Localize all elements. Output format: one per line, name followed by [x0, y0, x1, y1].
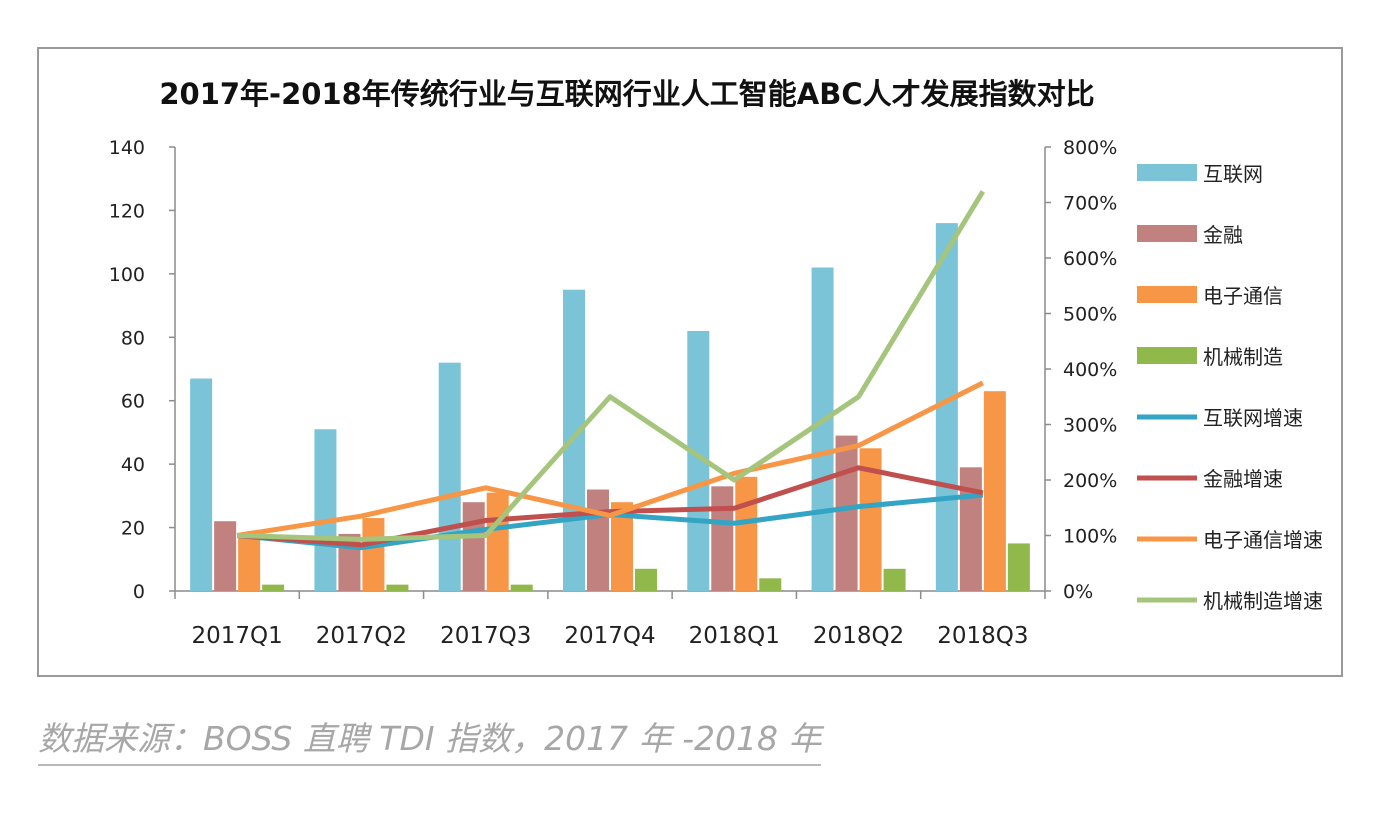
legend-label: 金融增速: [1203, 467, 1283, 491]
y-right-tick-label: 800%: [1063, 137, 1117, 159]
legend-label: 机械制造增速: [1203, 589, 1323, 613]
bar: [587, 489, 609, 591]
y-right-tick-label: 600%: [1063, 248, 1117, 270]
y-right-tick-label: 500%: [1063, 304, 1117, 326]
x-tick-label: 2017Q1: [192, 623, 283, 649]
bar: [190, 378, 213, 591]
x-tick-label: 2018Q1: [689, 623, 780, 649]
legend-swatch: [1137, 225, 1197, 242]
y-right-tick-label: 100%: [1063, 526, 1117, 548]
y-left-tick-label: 100: [109, 264, 145, 286]
chart-frame: 2017年-2018年传统行业与互联网行业人工智能ABC人才发展指数对比 0 20…: [37, 47, 1343, 677]
x-tick-label: 2018Q3: [937, 623, 1028, 649]
y-left-tick-label: 0: [133, 581, 145, 603]
bar: [859, 448, 882, 591]
bar: [883, 568, 906, 591]
legend-swatch: [1137, 286, 1197, 303]
bar: [438, 362, 461, 591]
bar: [687, 330, 710, 591]
x-tick-label: 2017Q3: [440, 623, 531, 649]
x-tick-label: 2017Q4: [564, 623, 655, 649]
source-note: 数据来源：BOSS 直聘 TDI 指数，2017 年 -2018 年: [38, 712, 822, 766]
series-line: [236, 380, 984, 538]
y-left-tick-label: 80: [121, 327, 145, 349]
bar: [711, 486, 734, 591]
y-left-tick-label: 120: [109, 200, 145, 222]
bar: [486, 492, 509, 591]
series-line: [237, 190, 985, 542]
y-left-tick-label: 20: [121, 518, 145, 540]
bar: [811, 267, 834, 591]
bar: [214, 521, 237, 591]
bar: [314, 429, 337, 591]
bar: [510, 584, 533, 591]
bar: [611, 502, 633, 591]
legend-label: 电子通信: [1203, 284, 1283, 308]
y-right-tick-label: 700%: [1063, 193, 1117, 215]
legend-swatch: [1137, 164, 1197, 181]
bar: [1007, 543, 1030, 591]
legend-swatch: [1137, 347, 1197, 364]
bar: [262, 584, 285, 591]
bar: [835, 435, 858, 591]
legend-label: 金融: [1203, 223, 1243, 247]
bar: [386, 584, 409, 591]
y-right-tick-label: 200%: [1063, 470, 1117, 492]
bar: [635, 568, 657, 591]
y-left-tick-label: 60: [121, 391, 145, 413]
series-line: [236, 465, 984, 548]
y-left-tick-label: 40: [121, 454, 145, 476]
chart-svg: 2017年-2018年传统行业与互联网行业人工智能ABC人才发展指数对比 0 20…: [109, 77, 1323, 649]
bar: [238, 537, 261, 591]
bar: [735, 476, 758, 591]
bar: [462, 502, 485, 591]
bar: [362, 518, 385, 591]
y-right-tick-label: 0%: [1063, 581, 1093, 603]
legend-label: 互联网: [1203, 162, 1263, 186]
y-right-tick-label: 400%: [1063, 359, 1117, 381]
legend-label: 互联网增速: [1203, 406, 1303, 430]
legend-label: 机械制造: [1203, 345, 1283, 369]
bar: [759, 578, 782, 591]
y-left-tick-label: 140: [109, 137, 145, 159]
x-tick-label: 2018Q2: [813, 623, 904, 649]
bar: [983, 391, 1006, 591]
legend-label: 电子通信增速: [1203, 528, 1323, 552]
x-tick-label: 2017Q2: [316, 623, 407, 649]
chart-title: 2017年-2018年传统行业与互联网行业人工智能ABC人才发展指数对比: [159, 77, 1094, 111]
bar: [959, 467, 982, 591]
y-right-tick-label: 300%: [1063, 415, 1117, 437]
